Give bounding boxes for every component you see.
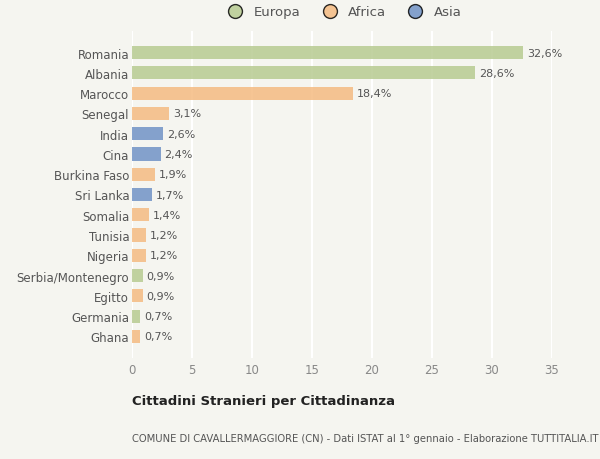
Bar <box>132 107 169 121</box>
Bar <box>132 67 475 80</box>
Bar <box>132 87 353 101</box>
Text: 0,7%: 0,7% <box>144 311 172 321</box>
Text: 0,9%: 0,9% <box>146 291 175 301</box>
Bar <box>132 310 140 323</box>
Bar <box>132 330 140 343</box>
Text: 0,9%: 0,9% <box>146 271 175 281</box>
Bar <box>132 249 146 262</box>
Text: 1,9%: 1,9% <box>158 170 187 180</box>
Text: Cittadini Stranieri per Cittadinanza: Cittadini Stranieri per Cittadinanza <box>132 394 395 407</box>
Text: 28,6%: 28,6% <box>479 69 514 79</box>
Bar <box>132 148 161 161</box>
Text: 3,1%: 3,1% <box>173 109 201 119</box>
Text: COMUNE DI CAVALLERMAGGIORE (CN) - Dati ISTAT al 1° gennaio - Elaborazione TUTTIT: COMUNE DI CAVALLERMAGGIORE (CN) - Dati I… <box>132 433 599 442</box>
Text: 18,4%: 18,4% <box>356 89 392 99</box>
Bar <box>132 47 523 60</box>
Legend: Europa, Africa, Asia: Europa, Africa, Asia <box>222 6 462 19</box>
Bar <box>132 168 155 181</box>
Bar <box>132 189 152 202</box>
Bar <box>132 128 163 141</box>
Text: 2,4%: 2,4% <box>164 150 193 160</box>
Text: 2,6%: 2,6% <box>167 129 195 140</box>
Text: 32,6%: 32,6% <box>527 49 562 58</box>
Text: 1,7%: 1,7% <box>156 190 184 200</box>
Bar <box>132 269 143 283</box>
Text: 1,2%: 1,2% <box>150 230 178 241</box>
Text: 1,2%: 1,2% <box>150 251 178 261</box>
Bar <box>132 290 143 303</box>
Text: 1,4%: 1,4% <box>152 210 181 220</box>
Text: 0,7%: 0,7% <box>144 332 172 341</box>
Bar <box>132 209 149 222</box>
Bar <box>132 229 146 242</box>
